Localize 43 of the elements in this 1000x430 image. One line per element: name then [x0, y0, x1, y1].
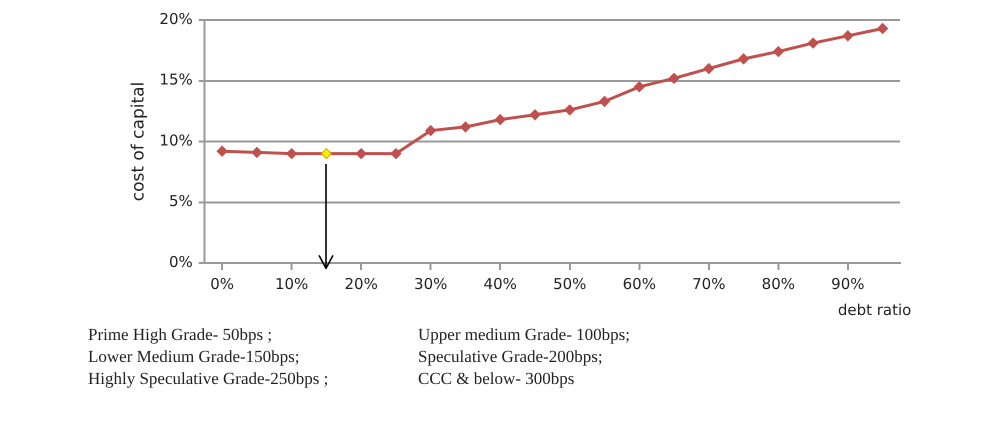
point	[842, 30, 854, 42]
x-tick-label: 0%	[210, 274, 234, 293]
y-tick-label: 20%	[159, 10, 193, 28]
point	[320, 148, 332, 160]
y-tick-label: 0%	[168, 252, 193, 271]
text: Prime High Grade- 50bps ;	[88, 325, 274, 345]
point	[356, 148, 367, 160]
point	[738, 53, 750, 64]
point	[668, 72, 680, 84]
x-tick-label: 50%	[553, 274, 586, 293]
point	[808, 38, 819, 49]
point	[703, 63, 714, 74]
point	[772, 46, 784, 58]
point	[460, 121, 471, 132]
text: Speculative Grade-200bps;	[418, 347, 604, 367]
point	[216, 146, 228, 157]
y-tick-label: 10%	[159, 131, 193, 150]
x-tick-label: 20%	[344, 274, 378, 293]
point	[599, 96, 610, 107]
point	[390, 148, 402, 160]
x-tick-label: 70%	[692, 274, 726, 293]
x-tick-label: 10%	[274, 274, 308, 293]
text: Upper medium Grade- 100bps;	[418, 325, 631, 345]
point	[425, 125, 436, 136]
text: Highly Speculative Grade-250bps ;	[88, 369, 330, 389]
point	[494, 114, 506, 126]
point	[529, 109, 540, 120]
point	[564, 104, 576, 116]
point	[251, 146, 262, 158]
text: CCC & below- 300bps	[418, 369, 576, 389]
point	[634, 81, 645, 92]
x-tick-label: 80%	[762, 274, 795, 293]
point	[877, 23, 888, 34]
x-tick-label: 60%	[622, 274, 656, 293]
text: Lower Medium Grade-150bps;	[88, 347, 301, 367]
x-tick-label: 40%	[484, 274, 517, 293]
x-axis-title: debt ratio	[838, 301, 912, 319]
y-axis-title: cost of capital	[128, 82, 149, 202]
x-tick-label: 30%	[414, 274, 448, 293]
y-tick-label: 15%	[159, 70, 193, 89]
y-tick-label: 5%	[168, 192, 193, 210]
point	[286, 148, 298, 160]
x-tick-label: 90%	[831, 274, 865, 293]
